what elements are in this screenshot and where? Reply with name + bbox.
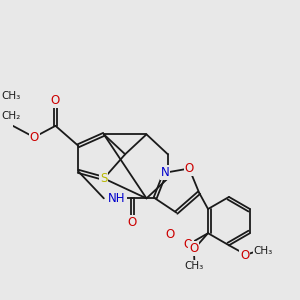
Text: CH₃: CH₃ [2, 91, 21, 101]
Text: S: S [100, 172, 107, 185]
Text: NH: NH [108, 192, 126, 205]
Text: O: O [184, 238, 193, 251]
Text: O: O [165, 228, 174, 241]
Text: O: O [189, 242, 198, 255]
Text: O: O [29, 131, 39, 144]
Text: N: N [160, 166, 169, 179]
Text: O: O [51, 94, 60, 107]
Text: O: O [184, 162, 194, 175]
Text: CH₃: CH₃ [185, 261, 204, 271]
Text: O: O [128, 216, 137, 229]
Text: O: O [240, 249, 249, 262]
Text: CH₂: CH₂ [2, 111, 21, 121]
Text: CH₃: CH₃ [254, 246, 273, 256]
